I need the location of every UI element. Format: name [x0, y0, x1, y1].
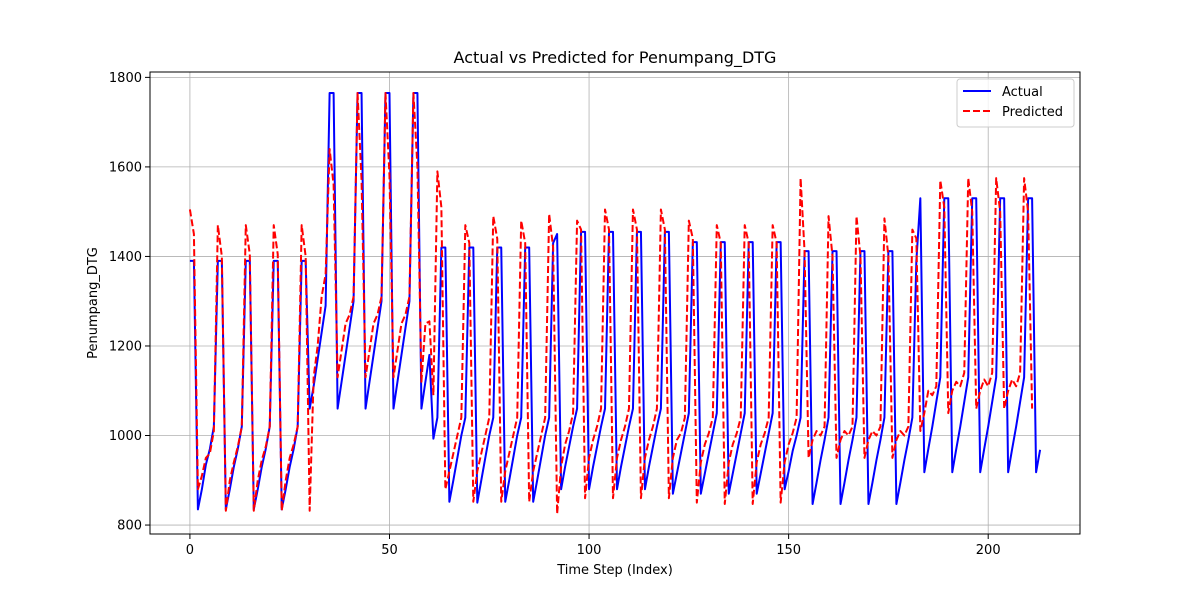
y-tick-label: 1200	[109, 339, 142, 354]
axes-frame	[149, 71, 1081, 535]
y-tick-label: 1600	[109, 160, 142, 175]
x-tick-label: 100	[577, 543, 602, 558]
y-axis-label: Penumpang_DTG	[86, 247, 101, 359]
series-line-predicted	[188, 92, 1034, 515]
chart-title: Actual vs Predicted for Penumpang_DTG	[454, 48, 777, 68]
x-axis-label: Time Step (Index)	[556, 563, 673, 578]
legend-label-actual: Actual	[1002, 85, 1043, 100]
x-tick-label: 150	[776, 543, 801, 558]
x-tick-label: 200	[976, 543, 1001, 558]
y-tick-label: 1400	[109, 250, 142, 265]
grid	[150, 72, 1080, 534]
y-tick-label: 1800	[109, 71, 142, 86]
series-line-actual	[189, 92, 1042, 511]
ticks: 0 50 100 150 200 800 1000 1200 1400 1600 1800	[109, 71, 1001, 558]
x-tick-label: 50	[381, 543, 398, 558]
plot-area	[188, 92, 1042, 515]
legend-label-predicted: Predicted	[1002, 105, 1063, 120]
x-tick-label: 0	[186, 543, 194, 558]
y-tick-label: 1000	[109, 429, 142, 444]
y-tick-label: 800	[117, 519, 142, 534]
legend: Actual Predicted	[956, 78, 1075, 128]
